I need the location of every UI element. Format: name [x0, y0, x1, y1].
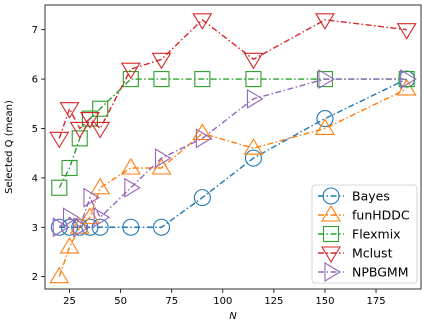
data-point	[244, 149, 262, 167]
data-point	[314, 13, 335, 30]
legend-marker	[324, 262, 342, 282]
legend: Bayes funHDDC Flexmix Mclust NPBGMM	[311, 184, 418, 284]
data-point	[318, 69, 336, 90]
data-point	[192, 123, 213, 140]
y-tick-label: 2	[32, 272, 38, 283]
y-axis: 2 3 4 5 6 7	[32, 25, 45, 283]
data-point	[120, 157, 141, 175]
legend-label: funHDDC	[352, 208, 410, 223]
data-point	[51, 179, 68, 196]
data-point	[396, 23, 417, 40]
data-point	[122, 218, 140, 236]
legend-item: Mclust	[318, 246, 393, 264]
data-point	[193, 189, 211, 207]
x-tick-label: 150	[315, 296, 334, 307]
series-mclust	[49, 13, 417, 149]
data-point	[59, 236, 80, 254]
y-tick-label: 6	[32, 75, 38, 86]
data-point	[245, 71, 262, 88]
data-point	[120, 62, 141, 80]
y-tick-label: 5	[32, 124, 38, 135]
legend-item: Flexmix	[318, 225, 401, 243]
data-point	[243, 138, 264, 155]
data-point	[124, 177, 141, 198]
data-point	[194, 71, 211, 88]
series-line	[58, 88, 408, 277]
y-tick-label: 7	[32, 25, 38, 36]
data-point	[243, 52, 264, 70]
legend-item: NPBGMM	[318, 262, 409, 282]
data-point	[152, 218, 171, 236]
data-point	[90, 121, 111, 139]
data-point	[73, 217, 90, 238]
data-point	[61, 159, 78, 177]
legend-label: Bayes	[352, 189, 390, 204]
data-point	[49, 266, 70, 284]
legend-marker	[321, 246, 341, 264]
legend-marker	[322, 187, 340, 205]
series-bayes	[50, 70, 416, 236]
data-point	[59, 102, 80, 119]
x-tick-label: 175	[366, 296, 385, 307]
series-npbgmm	[52, 69, 417, 238]
x-tick-label: 100	[213, 296, 232, 307]
x-tick-label: 25	[63, 296, 76, 307]
data-point	[316, 110, 334, 128]
data-point	[49, 131, 70, 149]
x-axis: 25 50 75 100 125 150 175	[63, 289, 386, 307]
legend-frame	[311, 184, 418, 284]
data-point	[122, 71, 139, 88]
data-point	[91, 218, 109, 236]
x-axis-label: N	[229, 311, 237, 322]
data-point	[151, 52, 172, 70]
series-layer	[49, 13, 417, 284]
data-point	[192, 13, 213, 30]
data-point	[153, 71, 170, 88]
legend-item: funHDDC	[318, 204, 410, 223]
y-tick-label: 4	[32, 173, 38, 184]
x-tick-label: 50	[114, 296, 127, 307]
series-flexmix	[51, 71, 415, 196]
data-point	[246, 88, 264, 109]
data-point	[195, 128, 213, 149]
legend-item: Bayes	[318, 187, 390, 205]
data-point	[400, 69, 417, 90]
x-tick-label: 125	[264, 296, 283, 307]
data-point	[154, 148, 172, 169]
x-tick-label: 75	[165, 296, 178, 307]
data-point	[81, 110, 99, 127]
y-axis-label: Selected Q (mean)	[4, 100, 15, 194]
data-point	[71, 130, 88, 147]
data-point	[62, 207, 80, 228]
data-point	[92, 100, 109, 117]
legend-label: Flexmix	[352, 227, 401, 242]
legend-label: Mclust	[352, 246, 393, 261]
data-point	[69, 121, 90, 139]
data-point	[52, 217, 70, 238]
legend-marker	[321, 204, 341, 222]
series-line	[58, 78, 407, 189]
legend-marker	[322, 225, 340, 243]
series-line	[58, 78, 407, 229]
series-line	[58, 18, 407, 139]
data-point	[60, 218, 79, 236]
data-point	[93, 207, 111, 228]
y-tick-label: 3	[32, 223, 38, 234]
data-point	[81, 218, 99, 236]
data-point	[79, 112, 100, 129]
data-point	[90, 177, 111, 195]
data-point	[314, 118, 335, 136]
data-point	[83, 187, 101, 208]
series-line	[59, 78, 408, 228]
legend-label: NPBGMM	[352, 265, 409, 280]
